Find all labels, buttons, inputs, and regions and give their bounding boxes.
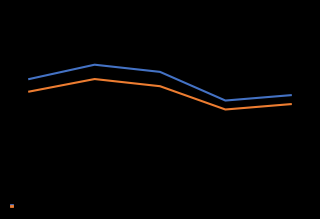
- Legend: Residential, Commercial: Residential, Commercial: [10, 204, 22, 207]
